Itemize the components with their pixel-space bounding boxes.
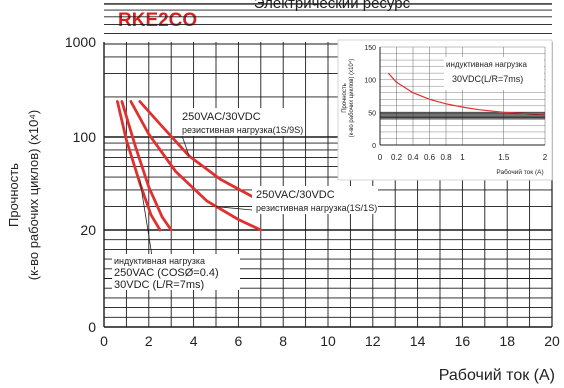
inset-chart: 0 0.2 0.4 0.6 0.8 1 1.5 2 0 50 100 150 индуктивная …: [337, 39, 553, 181]
x-tick-label: 12: [365, 333, 381, 349]
annotation-resistive-1s1s: 250VAC/30VDC резистивная нагрузка(1S/1S): [252, 186, 378, 214]
model-title: RKE2CO: [118, 10, 197, 31]
inset-x-tick-label: 1.5: [498, 153, 510, 162]
x-tick-label: 20: [544, 333, 560, 349]
annotation-inductive-line3: 30VDC (L/R=7ms): [114, 279, 204, 291]
x-tick-label: 10: [320, 333, 336, 349]
annotation-1s1s-line1: 250VAC/30VDC: [256, 189, 335, 201]
annotation-resistive-1s9s: 250VAC/30VDC резистивная нагрузка(1S/9S): [178, 108, 303, 136]
x-tick-label: 14: [410, 333, 426, 349]
x-tick-label: 16: [455, 333, 471, 349]
annotation-inductive-line1: индуктивная нагрузка: [114, 256, 205, 266]
inset-x-tick-label: 1: [460, 153, 465, 162]
inset-x-tick-label: 0.4: [407, 153, 419, 162]
x-axis-label: Рабочий ток (A): [439, 367, 555, 384]
x-tick-label: 6: [235, 333, 243, 349]
annotation-1s9s-line2: резистивная нагрузка(1S/9S): [182, 125, 303, 135]
annotation-leader-3: [139, 179, 153, 257]
inset-x-tick-label: 0.8: [440, 153, 452, 162]
inset-x-tick-label: 0.2: [391, 153, 403, 162]
inset-x-tick-label: 2: [543, 153, 548, 162]
y-axis-label-line2: (к-во рабочих циклов) (x10⁴): [26, 110, 41, 281]
inset-x-axis-label: Рабочий ток (A): [496, 168, 543, 176]
annotation-inductive: индуктивная нагрузка 250VAC (COSØ=0.4) 3…: [112, 254, 240, 291]
y-axis-label-line1: Прочность: [6, 163, 21, 227]
x-tick-label: 2: [145, 333, 153, 349]
x-tick-label: 8: [279, 333, 287, 349]
inset-chart-ticks: 0 0.2 0.4 0.6 0.8 1 1.5 2 0 50 100 150: [364, 45, 547, 162]
inset-y-axis-label-line1: Прочность: [342, 83, 348, 113]
y-tick-label: 1000: [65, 34, 96, 50]
inset-x-tick-label: 0: [378, 153, 383, 162]
page-title: Электрический ресурс: [254, 0, 411, 12]
endurance-curve-2: [129, 100, 263, 232]
y-tick-label: 100: [73, 129, 97, 145]
inset-y-tick-label: 50: [368, 110, 376, 117]
inset-annotation-line1: индуктивная нагрузка: [446, 60, 527, 69]
inset-y-tick-label: 0: [372, 143, 376, 150]
inset-annotation-line2: 30VDC(L/R=7ms): [452, 74, 523, 84]
inset-endurance-curve: [387, 72, 546, 115]
annotation-leader-2: [215, 206, 253, 211]
annotation-inductive-line2: 250VAC (COSØ=0.4): [114, 267, 219, 279]
endurance-curve-3: [120, 100, 173, 232]
annotation-1s9s-line1: 250VAC/30VDC: [182, 111, 261, 123]
inset-y-axis-label-line2: (к-во рабочих циклов) (x10⁴): [348, 59, 355, 138]
inset-chart-curve: [387, 72, 546, 115]
inset-y-tick-label: 150: [364, 45, 376, 52]
annotation-1s1s-line2: резистивная нагрузка(1S/1S): [256, 203, 377, 213]
endurance-curve-4: [116, 100, 162, 232]
x-tick-label: 18: [499, 333, 515, 349]
inset-y-tick-label: 100: [364, 78, 376, 85]
x-tick-label: 0: [100, 333, 108, 349]
y-tick-label: 20: [80, 222, 96, 238]
inset-x-tick-label: 0.6: [424, 153, 436, 162]
x-tick-label: 4: [190, 333, 198, 349]
y-tick-label: 0: [88, 319, 96, 335]
